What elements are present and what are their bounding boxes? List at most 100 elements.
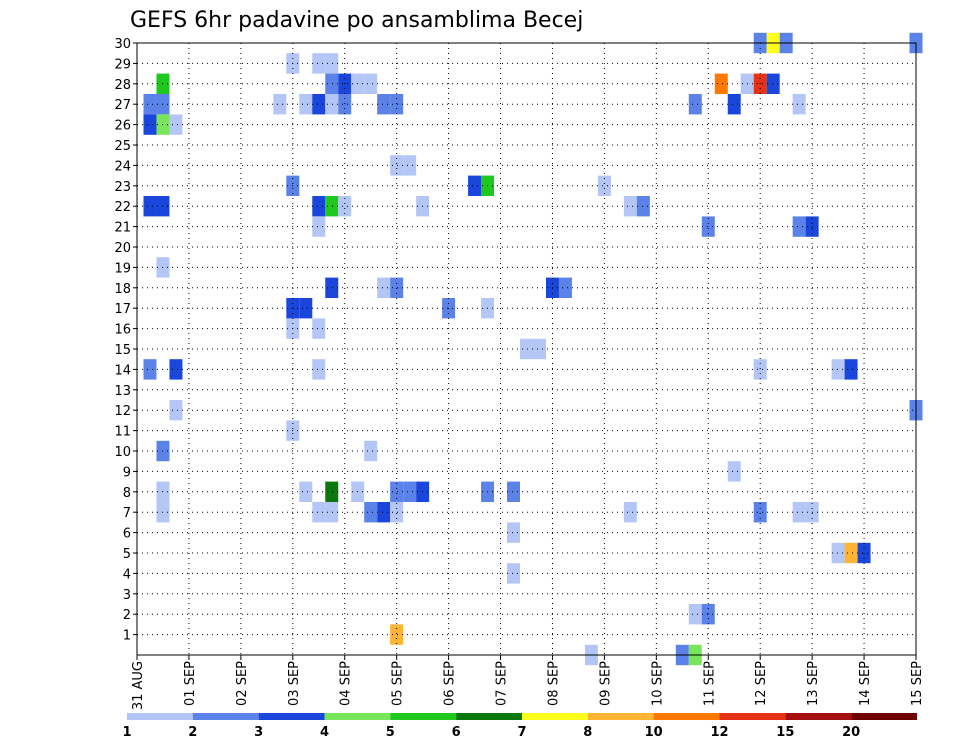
heatmap-cell (312, 359, 326, 380)
y-tick-label: 30 (114, 37, 131, 52)
heatmap-cell (390, 94, 404, 115)
heatmap-cell (325, 502, 339, 523)
heatmap-cell (753, 359, 767, 380)
heatmap-cell (623, 502, 637, 523)
heatmap-cell (390, 502, 404, 523)
heatmap-cell (143, 196, 157, 217)
heatmap-cell (701, 216, 715, 237)
heatmap-cell (377, 277, 391, 298)
colorbar-label: 7 (517, 725, 526, 740)
heatmap-cell (727, 461, 741, 482)
heatmap-cell (312, 53, 326, 74)
heatmap-cell (299, 298, 313, 319)
y-tick-label: 23 (114, 180, 131, 195)
y-tick-label: 13 (114, 384, 131, 399)
colorbar-swatch (719, 713, 786, 720)
heatmap-cell (312, 502, 326, 523)
heatmap-cell (364, 73, 378, 94)
heatmap-cell (792, 216, 806, 237)
colorbar-swatch (785, 713, 852, 720)
y-tick-label: 5 (123, 547, 131, 562)
x-tick-label: 31 AUG (131, 661, 146, 710)
heatmap-cell (377, 94, 391, 115)
heatmap-cell (753, 502, 767, 523)
y-tick-label: 20 (114, 241, 131, 256)
x-tick-label: 12 SEP (754, 661, 769, 706)
heatmap-cell (390, 277, 404, 298)
heatmap-cell (403, 155, 417, 176)
colorbar-swatch (127, 713, 193, 720)
heatmap-cell (273, 94, 287, 115)
heatmap-cell (701, 604, 715, 625)
y-tick-label: 12 (114, 404, 131, 419)
x-tick-label: 15 SEP (910, 661, 925, 706)
colorbar-swatch (258, 713, 325, 720)
y-tick-label: 7 (123, 506, 131, 521)
heatmap-cell (390, 481, 404, 502)
heatmap-cell (325, 94, 339, 115)
y-tick-label: 9 (123, 465, 131, 480)
heatmap-cell (844, 359, 858, 380)
y-tick-label: 11 (114, 425, 131, 440)
heatmap-cell (325, 53, 339, 74)
heatmap-cell (325, 73, 339, 94)
heatmap-cell (325, 481, 339, 502)
y-tick-label: 4 (123, 567, 131, 582)
colorbar-swatch (653, 713, 720, 720)
y-tick-label: 26 (114, 119, 131, 134)
colorbar-label: 15 (776, 725, 794, 740)
heatmap-cell (792, 502, 806, 523)
heatmap-cell (831, 542, 845, 564)
heatmap-cell (507, 481, 521, 502)
colorbar-label: 12 (710, 725, 728, 740)
colorbar-label: 8 (583, 725, 592, 740)
heatmap-cell (364, 440, 378, 462)
x-tick-label: 09 SEP (598, 661, 613, 706)
x-tick-label: 10 SEP (650, 661, 665, 706)
heatmap-cell (831, 359, 845, 380)
colorbar-swatch (324, 713, 391, 720)
heatmap-cell (688, 94, 702, 115)
colorbar-label: 1 (122, 725, 131, 740)
colorbar-label: 2 (188, 725, 197, 740)
heatmap-cell (532, 338, 546, 360)
x-tick-label: 04 SEP (339, 661, 354, 706)
colorbar-label: 3 (254, 725, 263, 740)
x-tick-label: 14 SEP (858, 661, 873, 706)
heatmap-cell (507, 563, 521, 584)
y-tick-label: 24 (114, 159, 131, 174)
heatmap-cell (623, 196, 637, 217)
colorbar-swatch (522, 713, 588, 720)
x-axis-ticks: 31 AUG 01 SEP 02 SEP 03 SEP 04 SEP 05 SEP 06 S… (131, 655, 925, 710)
heatmap-cell (714, 73, 728, 94)
colorbar-label: 5 (386, 725, 395, 740)
heatmap-cell (688, 604, 702, 625)
y-tick-label: 14 (114, 363, 131, 378)
colorbar-swatch (851, 713, 917, 720)
heatmap-cell (727, 94, 741, 115)
y-tick-label: 17 (114, 302, 131, 317)
heatmap-cell (468, 175, 482, 196)
heatmap-cell (299, 481, 313, 502)
heatmap-cell (597, 175, 611, 196)
x-tick-label: 13 SEP (806, 661, 821, 706)
heatmap-cell (766, 73, 780, 94)
heatmap-cell (143, 359, 157, 380)
heatmap-cell (299, 94, 313, 115)
colorbar-legend: 1 2 3 4 5 6 7 8 10 12 15 20 (122, 713, 917, 740)
colorbar-label: 10 (645, 725, 663, 740)
heatmap-cell (403, 481, 417, 502)
heatmap-cell (338, 94, 352, 115)
colorbar-swatch (587, 713, 654, 720)
x-tick-label: 06 SEP (443, 661, 458, 706)
heatmap-cell (338, 196, 352, 217)
heatmap-cell (312, 94, 326, 115)
heatmap-cell (390, 155, 404, 176)
heatmap-cell (325, 277, 339, 298)
y-axis-ticks: 1234567891011121314151617181920212223242… (114, 37, 137, 644)
x-tick-label: 03 SEP (287, 661, 302, 706)
y-tick-label: 3 (123, 588, 131, 603)
heatmap-cell (390, 624, 404, 645)
colorbar-swatch (192, 713, 259, 720)
heatmap-cell (312, 196, 326, 217)
